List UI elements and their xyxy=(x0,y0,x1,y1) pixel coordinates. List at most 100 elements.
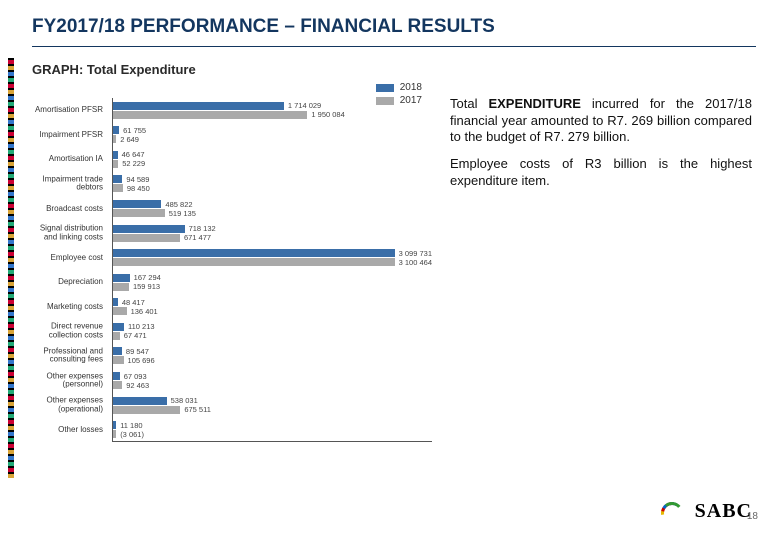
bar-2017: 159 913 xyxy=(113,283,432,291)
category-label: Impairment PFSR xyxy=(33,131,107,139)
bar-2018: 94 589 xyxy=(113,175,432,183)
bar-rect xyxy=(113,102,284,110)
category-label: Employee cost xyxy=(33,254,107,262)
bar-2018: 718 132 xyxy=(113,225,432,233)
bar-2018: 167 294 xyxy=(113,274,432,282)
bar-value-label: 67 471 xyxy=(124,331,147,340)
bar-value-label: 48 417 xyxy=(122,298,145,307)
bar-rect xyxy=(113,200,161,208)
chart-category-row: Marketing costs48 417136 401 xyxy=(113,295,432,320)
bar-2017: 52 229 xyxy=(113,160,432,168)
bar-value-label: 92 463 xyxy=(126,381,149,390)
bar-2018: 89 547 xyxy=(113,347,432,355)
bar-value-label: 159 913 xyxy=(133,282,160,291)
bar-rect xyxy=(113,249,395,257)
bar-value-label: 46 647 xyxy=(122,150,145,159)
category-label: Other expenses (personnel) xyxy=(33,372,107,389)
bar-2018: 110 213 xyxy=(113,323,432,331)
bar-value-label: 52 229 xyxy=(122,159,145,168)
chart-category-row: Other expenses (operational)538 031675 5… xyxy=(113,393,432,418)
chart-category-row: Direct revenue collection costs110 21367… xyxy=(113,319,432,344)
expenditure-chart: 20182017 Amortisation PFSR1 714 0291 950… xyxy=(32,84,432,464)
bar-2017: 105 696 xyxy=(113,356,432,364)
bar-2017: 3 100 464 xyxy=(113,258,432,266)
category-label: Other expenses (operational) xyxy=(33,397,107,414)
bar-value-label: 538 031 xyxy=(171,396,198,405)
legend-label: 2018 xyxy=(400,82,422,93)
bar-value-label: 136 401 xyxy=(131,307,158,316)
chart-category-row: Impairment PFSR61 7552 649 xyxy=(113,123,432,148)
bar-2018: 538 031 xyxy=(113,397,432,405)
bar-rect xyxy=(113,111,307,119)
chart-category-row: Employee cost3 099 7313 100 464 xyxy=(113,245,432,270)
bar-value-label: 671 477 xyxy=(184,233,211,242)
logo-fan-icon xyxy=(657,498,689,524)
summary-paragraph-2: Employee costs of R3 billion is the high… xyxy=(450,156,752,189)
bar-rect xyxy=(113,381,122,389)
chart-category-row: Signal distribution and linking costs718… xyxy=(113,221,432,246)
bar-value-label: 98 450 xyxy=(127,184,150,193)
bar-rect xyxy=(113,406,180,414)
bar-2017: 98 450 xyxy=(113,184,432,192)
bar-2018: 485 822 xyxy=(113,200,432,208)
bar-rect xyxy=(113,258,395,266)
bar-2017: 519 135 xyxy=(113,209,432,217)
bar-2018: 1 714 029 xyxy=(113,102,432,110)
bar-rect xyxy=(113,160,118,168)
category-label: Broadcast costs xyxy=(33,204,107,212)
summary-paragraph-1: Total EXPENDITURE incurred for the 2017/… xyxy=(450,96,752,146)
bar-value-label: 61 755 xyxy=(123,126,146,135)
bar-rect xyxy=(113,323,124,331)
bar-value-label: 67 093 xyxy=(124,372,147,381)
bar-value-label: 3 099 731 xyxy=(399,249,432,258)
bar-value-label: 110 213 xyxy=(128,322,155,331)
bar-value-label: 675 511 xyxy=(184,405,211,414)
bar-value-label: 94 589 xyxy=(126,175,149,184)
summary-text: Total EXPENDITURE incurred for the 2017/… xyxy=(450,96,752,199)
chart-category-row: Impairment trade debtors94 58998 450 xyxy=(113,172,432,197)
sabc-logo: SABC xyxy=(657,498,752,524)
category-label: Direct revenue collection costs xyxy=(33,323,107,340)
bar-rect xyxy=(113,274,130,282)
bar-value-label: 1 714 029 xyxy=(288,101,321,110)
bar-value-label: 2 649 xyxy=(120,135,139,144)
bar-rect xyxy=(113,421,116,429)
bar-rect xyxy=(113,209,165,217)
text-bold: EXPENDITURE xyxy=(488,96,580,111)
category-label: Professional and consulting fees xyxy=(33,348,107,365)
chart-category-row: Broadcast costs485 822519 135 xyxy=(113,196,432,221)
bar-rect xyxy=(113,307,127,315)
bar-rect xyxy=(113,234,180,242)
bar-value-label: 11 180 xyxy=(120,421,142,430)
category-label: Amortisation PFSR xyxy=(33,106,107,114)
chart-category-row: Professional and consulting fees89 54710… xyxy=(113,344,432,369)
category-label: Amortisation IA xyxy=(33,155,107,163)
bar-2018: 11 180 xyxy=(113,421,432,429)
bar-rect xyxy=(113,372,120,380)
bar-2017: 92 463 xyxy=(113,381,432,389)
title-underline xyxy=(32,46,756,47)
bar-rect xyxy=(113,356,124,364)
bar-rect xyxy=(113,184,123,192)
bar-value-label: 3 100 464 xyxy=(399,258,432,267)
bar-value-label: 167 294 xyxy=(134,273,161,282)
bar-2018: 46 647 xyxy=(113,151,432,159)
bar-rect xyxy=(113,175,122,183)
bar-value-label: 718 132 xyxy=(189,224,216,233)
graph-caption: GRAPH: Total Expenditure xyxy=(32,62,196,77)
category-label: Signal distribution and linking costs xyxy=(33,225,107,242)
page-title: FY2017/18 PERFORMANCE – FINANCIAL RESULT… xyxy=(32,16,495,38)
bar-2017: 2 649 xyxy=(113,135,432,143)
bar-rect xyxy=(113,332,120,340)
logo-text: SABC xyxy=(695,500,752,523)
bar-value-label: 105 696 xyxy=(128,356,155,365)
bar-2017: 671 477 xyxy=(113,234,432,242)
bar-2018: 61 755 xyxy=(113,126,432,134)
bar-value-label: (3 061) xyxy=(120,430,144,439)
bar-2017: 67 471 xyxy=(113,332,432,340)
bar-value-label: 519 135 xyxy=(169,209,196,218)
category-label: Impairment trade debtors xyxy=(33,176,107,193)
bar-rect xyxy=(113,283,129,291)
legend-swatch xyxy=(376,84,394,92)
category-label: Other losses xyxy=(33,426,107,434)
